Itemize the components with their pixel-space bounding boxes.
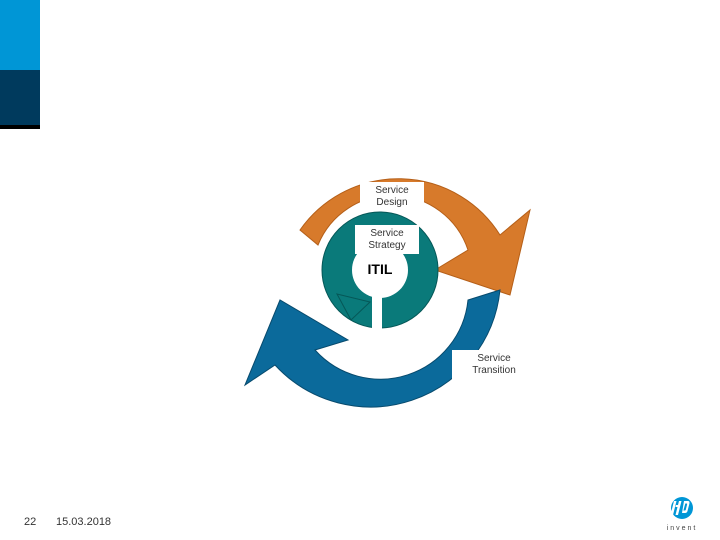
itil-center-label: ITIL <box>355 261 405 277</box>
service-strategy-label: ServiceStrategy <box>355 225 419 254</box>
slide-date: 15.03.2018 <box>56 516 111 528</box>
sidebar-block-1 <box>0 0 40 70</box>
service-transition-label: ServiceTransition <box>452 350 536 379</box>
slide-footer: 22 15.03.2018 invent <box>0 500 720 540</box>
sidebar-accent <box>0 0 40 130</box>
hp-logo: invent <box>664 496 700 532</box>
hp-logo-tagline: invent <box>664 525 700 532</box>
page-number: 22 <box>24 516 36 528</box>
service-design-label: ServiceDesign <box>360 182 424 211</box>
sidebar-block-2 <box>0 70 40 125</box>
sidebar-block-3 <box>0 125 40 129</box>
itil-cycle-diagram: ServiceDesign ServiceStrategy ITIL Servi… <box>200 90 560 450</box>
